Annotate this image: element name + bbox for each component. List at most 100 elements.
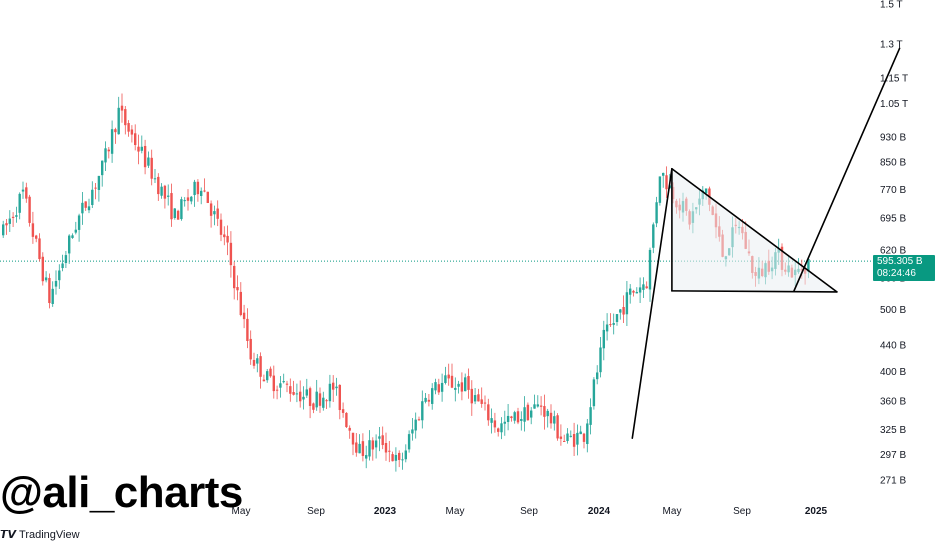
candle-down [325,400,328,402]
candle-up [414,419,417,431]
candle-down [209,203,213,216]
candle-up [625,292,629,315]
candle-down [157,176,160,195]
candle-up [586,423,589,445]
candle-up [71,235,74,238]
candle-down [48,277,51,304]
tradingview-brand[interactable]: 𝙏𝙑 TradingView [0,528,80,541]
candle-up [579,431,582,435]
candle-down [645,286,648,289]
candle-up [58,270,61,281]
candle-down [388,450,391,452]
candle-down [186,197,190,201]
candle-down [239,291,242,316]
candle-up [266,371,269,381]
candle-down [269,368,272,377]
candle-down [5,223,8,226]
candle-down [262,379,266,382]
candle-up [401,459,404,461]
candle-up [589,407,592,425]
candle-down [203,190,206,192]
candle-down [318,393,322,406]
candle-up [200,190,203,196]
candle-up [335,386,338,389]
candle-up [652,224,655,248]
candle-up [503,421,506,424]
candle-up [302,396,305,400]
candle-up [87,206,91,211]
candle-up [454,387,457,390]
candle-down [384,443,388,453]
candle-down [351,432,355,445]
candle-down [114,129,117,133]
candle-up [605,324,609,332]
candle-down [516,411,520,423]
candle-up [635,291,638,294]
time-tick-label: Sep [733,506,751,517]
candle-up [256,358,259,364]
candle-up [358,443,361,454]
candle-down [361,441,365,456]
candle-up [147,157,150,166]
candle-down [170,193,173,220]
candle-down [236,287,239,291]
candle-up [615,314,619,322]
candle-up [295,393,299,395]
time-axis[interactable]: May Sep 2023 May Sep 2024 May Sep 2025 [232,506,828,517]
candle-down [526,404,530,421]
price-tick-label: 440 B [880,341,906,352]
candle-down [341,409,345,413]
candle-up [74,229,77,233]
candle-up [328,383,332,402]
time-tick-label: May [446,506,465,517]
candle-up [404,450,407,460]
candle-down [127,123,130,132]
candle-down [137,146,140,152]
candle-down [543,406,546,417]
candle-up [160,186,163,196]
candle-down [94,187,97,189]
candle-up [576,432,579,445]
candle-up [655,202,658,224]
candle-up [117,107,120,135]
candle-down [196,181,200,195]
price-tick-label: 500 B [880,305,906,316]
candle-up [315,391,318,408]
candle-down [229,242,233,266]
candle-down [226,235,229,243]
candle-down [355,442,358,453]
candle-up [91,189,94,206]
candle-down [176,210,180,220]
candle-up [279,383,282,388]
candle-up [110,129,114,154]
candle-down [124,109,127,126]
candle-down [275,389,279,391]
candle-down [622,307,625,315]
candle-up [140,146,143,151]
candle-up [464,377,467,392]
rising-leg-line [631,167,673,439]
candle-up [444,375,447,383]
candle-up [530,410,533,418]
candle-up [566,433,569,442]
candle-down [249,338,252,360]
candle-down [259,356,262,377]
candle-down [345,412,348,428]
time-tick-label: Sep [520,506,538,517]
price-tick-label: 930 B [880,133,906,144]
candle-down [437,384,440,393]
candle-down [134,133,137,146]
candle-up [183,200,186,202]
brand-name: TradingView [19,529,80,541]
candle-up [180,199,183,220]
candle-up [2,224,5,236]
candle-down [25,187,28,199]
candle-down [483,402,487,404]
candle-up [642,284,645,290]
price-tick-label: 325 B [880,425,906,436]
candle-up [457,383,460,387]
candle-up [193,181,196,196]
candle-up [592,379,596,407]
candle-up [97,175,101,190]
